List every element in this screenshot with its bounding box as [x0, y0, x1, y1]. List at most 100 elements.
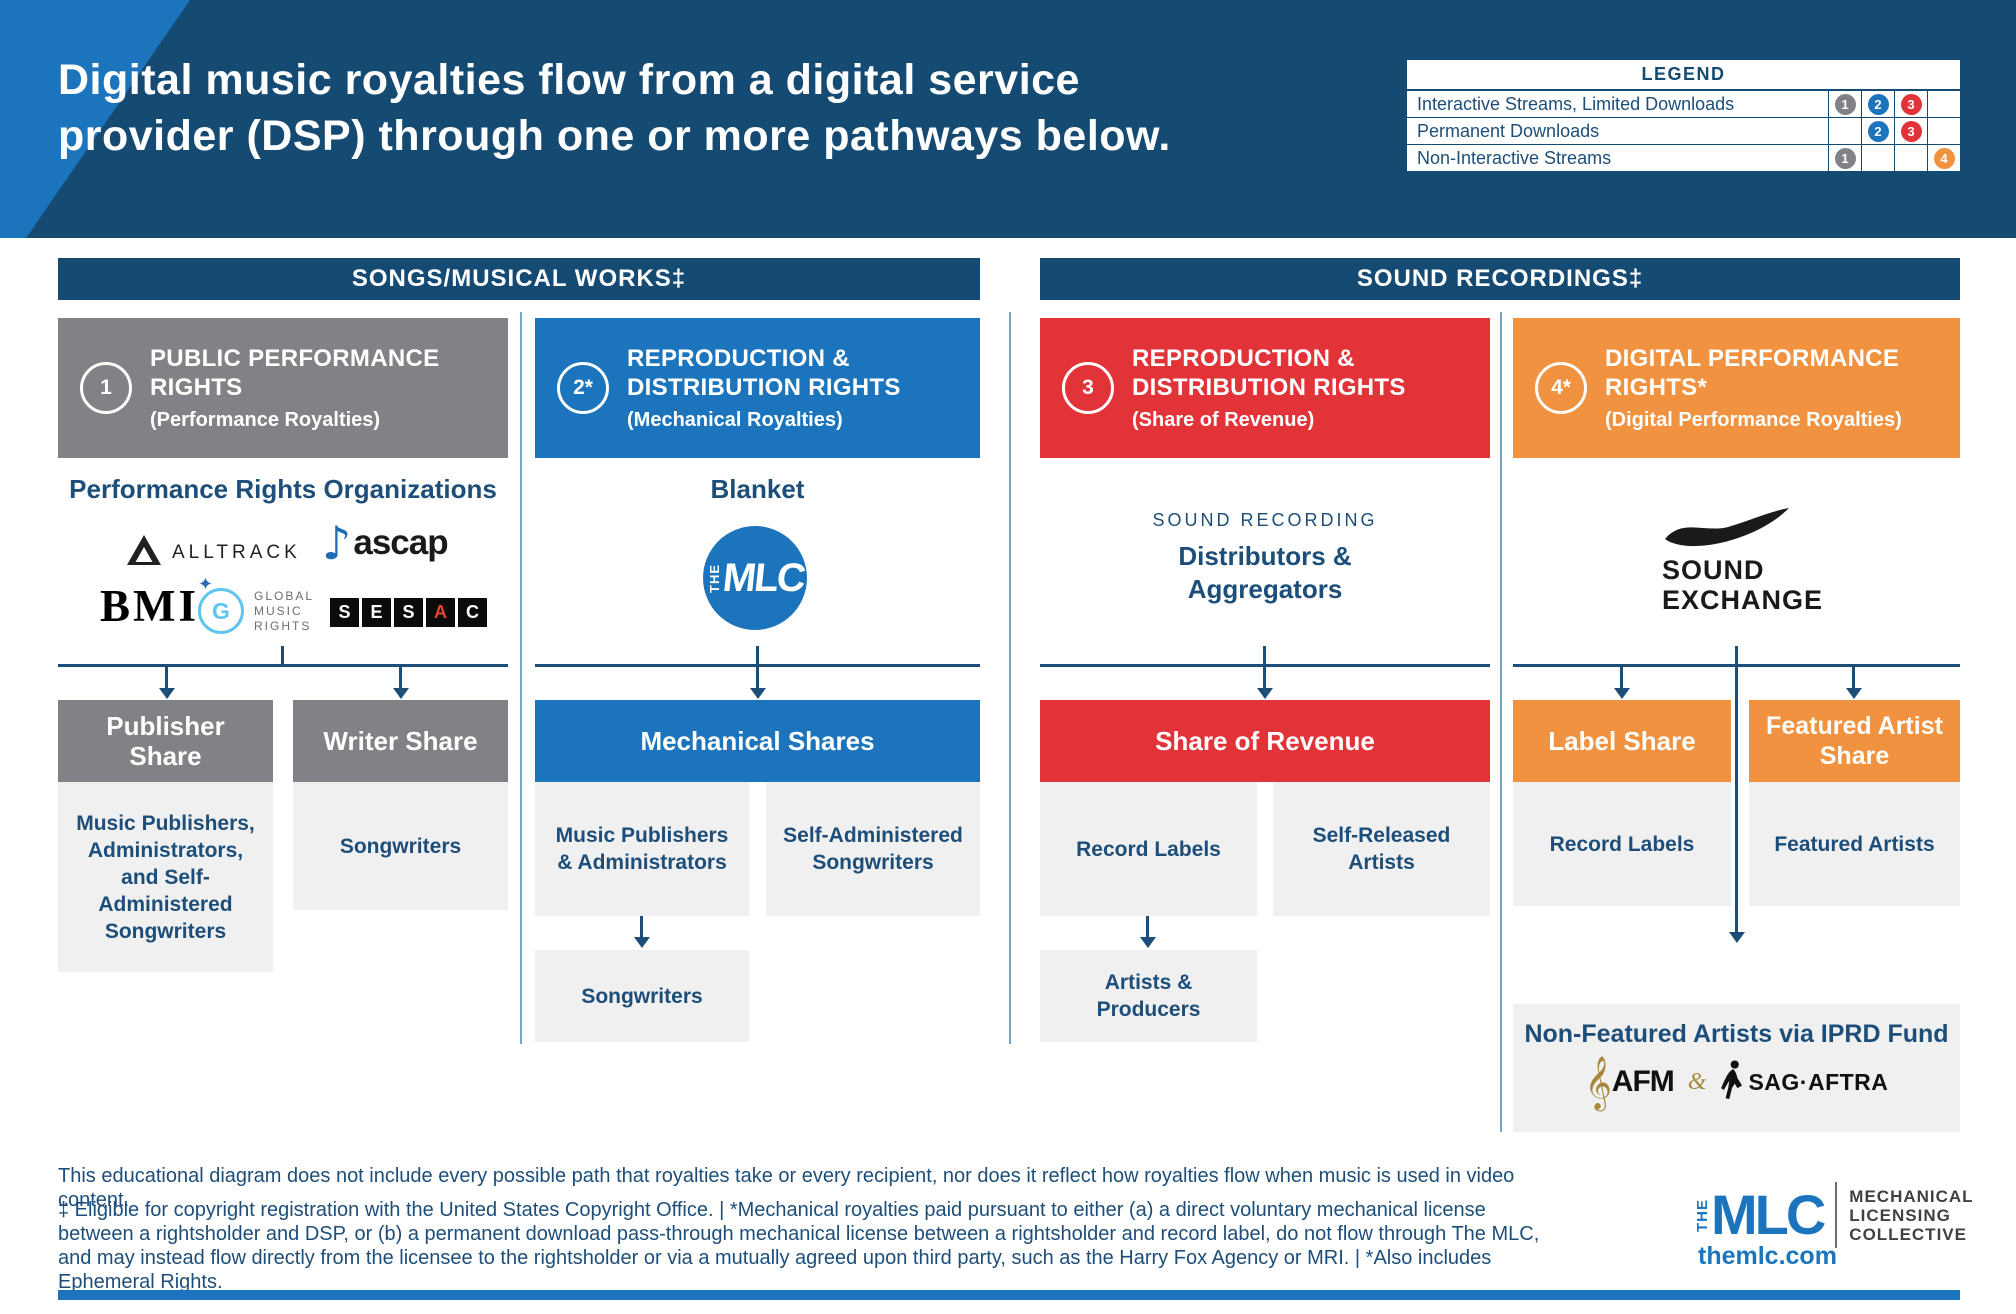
mechanical-shares-header: Mechanical Shares [535, 700, 980, 782]
soundexchange-line2: EXCHANGE [1662, 585, 1824, 615]
sound-recording-label: SOUND RECORDING [1152, 510, 1378, 530]
divider-col3-col4 [1500, 312, 1502, 1132]
footer-logo-descriptor: MECHANICAL LICENSING COLLECTIVE [1849, 1187, 1973, 1244]
legend-row-label: Non-Interactive Streams [1417, 147, 1612, 168]
legend-badge-1: 1 [1834, 93, 1856, 115]
legend-cell: 2 [1861, 118, 1894, 144]
writer-share-recipients: Songwriters [293, 782, 508, 910]
publisher-share-recipients: Music Publishers, Administrators, and Se… [58, 782, 273, 972]
distributors-aggregators-heading: Distributors & Aggregators [1178, 541, 1352, 604]
section-sound-recordings: SOUND RECORDINGS‡ [1040, 258, 1960, 300]
ascap-wordmark: ascap [353, 523, 448, 562]
connector-line-col1 [58, 664, 508, 667]
mlc-the-text: THE [706, 563, 722, 593]
pro-heading: Performance Rights Organizations [69, 474, 497, 504]
footnote-disclaimer: This educational diagram does not includ… [58, 1165, 1515, 1211]
stem-col2 [756, 646, 759, 664]
label-share-recipient: Record Labels [1513, 782, 1731, 906]
footer-descriptor-line2: LICENSING [1849, 1205, 1951, 1225]
featured-artist-share-header: Featured Artist Share [1749, 700, 1960, 782]
soundexchange-swoosh-icon [1662, 508, 1792, 554]
the-mlc-logo: THE MLC [703, 526, 807, 630]
legend-cell [1894, 145, 1927, 171]
legend-cell: 3 [1894, 91, 1927, 117]
pathway-4-text: DIGITAL PERFORMANCE RIGHTS* (Digital Per… [1605, 344, 1960, 432]
footnote-legal: ‡ Eligible for copyright registration wi… [58, 1199, 1540, 1293]
pathway-3-title: REPRODUCTION & DISTRIBUTION RIGHTS [1132, 345, 1406, 401]
pathway-2-subtitle: (Mechanical Royalties) [627, 409, 843, 431]
alltrack-triangle-icon [126, 534, 162, 571]
arrow-to-non-featured-artist-share [1735, 667, 1738, 933]
featured-artist-share-recipient: Featured Artists [1749, 782, 1960, 906]
legend-cell: 2 [1861, 91, 1894, 117]
footer-mlc-wordmark: MLC [1711, 1183, 1826, 1246]
sesac-letter-block: E [362, 598, 391, 627]
non-featured-recipient: Non-Featured Artists via IPRD Fund [1524, 1020, 1949, 1048]
pathway-4-title: DIGITAL PERFORMANCE RIGHTS* [1605, 345, 1900, 401]
sesac-letter-block: S [330, 598, 359, 627]
revenue-recipient-artists-producers: Artists & Producers [1040, 950, 1257, 1042]
pathway-1-title: PUBLIC PERFORMANCE RIGHTS [150, 345, 440, 401]
legend-cell: 1 [1828, 91, 1861, 117]
footer-the-text: THE [1694, 1198, 1711, 1232]
legend-cell [1828, 118, 1861, 144]
legend-badge-4: 4 [1933, 147, 1955, 169]
bmi-logo: BMI ✦ [100, 574, 213, 629]
gmr-line3: RIGHTS [254, 618, 312, 633]
arrow-labels-to-artists-producers [1146, 916, 1149, 938]
alltrack-logo: ALLTRACK [126, 534, 301, 571]
legend-row: Permanent Downloads 2 3 [1407, 117, 1960, 144]
soundexchange-wordmark: SOUND EXCHANGE [1662, 555, 1842, 615]
pathway-1-public-performance-rights: 1 PUBLIC PERFORMANCE RIGHTS (Performance… [58, 318, 508, 458]
connector-line-col4 [1513, 664, 1960, 667]
legend-row: Non-Interactive Streams 1 4 [1407, 144, 1960, 171]
legend-badge-3: 3 [1900, 120, 1922, 142]
music-note-icon: ♪ [322, 516, 352, 570]
legend-badge-3: 3 [1900, 93, 1922, 115]
pathway-3-text: REPRODUCTION & DISTRIBUTION RIGHTS (Shar… [1132, 344, 1490, 432]
sesac-logo: S E S A C [330, 598, 490, 627]
legend-badge-empty [1901, 148, 1922, 169]
legend-cell: 4 [1927, 145, 1960, 171]
pathway-1-number-badge: 1 [80, 362, 132, 414]
mechanical-recipient-songwriters: Songwriters [535, 950, 749, 1042]
legend-badge-empty [1835, 121, 1856, 142]
sag-aftra-logo: SAG·AFTRA [1720, 1059, 1889, 1105]
legend-badge-2: 2 [1867, 120, 1889, 142]
non-featured-artist-share-body: Non-Featured Artists via IPRD Fund 𝄞 AFM… [1513, 1004, 1960, 1132]
section-songs-musical-works: SONGS/MUSICAL WORKS‡ [58, 258, 980, 300]
legend-cell [1927, 118, 1960, 144]
arrow-to-writer-share [399, 667, 402, 689]
pathway-4-number-badge: 4* [1535, 362, 1587, 414]
ascap-logo: ♪ ascap [322, 516, 449, 570]
gmr-line1: GLOBAL [254, 588, 315, 603]
pathway-1-subtitle: (Performance Royalties) [150, 409, 381, 431]
legend-cell [1927, 91, 1960, 117]
divider-sections [1009, 312, 1011, 1044]
connector-line-col2 [535, 664, 980, 667]
stem-col3 [1263, 646, 1266, 664]
pathway-4-subtitle: (Digital Performance Royalties) [1605, 409, 1902, 431]
legend-badge-empty [1868, 148, 1889, 169]
mechanical-recipient-self-administered: Self-Administered Songwriters [766, 782, 980, 916]
pathway-1-text: PUBLIC PERFORMANCE RIGHTS (Performance R… [150, 344, 508, 432]
union-logos-row: 𝄞 AFM & SAG·AFTRA [1513, 1059, 1960, 1105]
sesac-letter-block-red: A [426, 598, 455, 627]
legend-cell: 1 [1828, 145, 1861, 171]
afm-logo: 𝄞 AFM [1585, 1059, 1675, 1105]
revenue-recipient-record-labels: Record Labels [1040, 782, 1257, 916]
sag-aftra-wordmark: SAG·AFTRA [1748, 1068, 1889, 1095]
legend-badge-1: 1 [1834, 147, 1856, 169]
blanket-heading: Blanket [710, 474, 805, 504]
share-of-revenue-header: Share of Revenue [1040, 700, 1490, 782]
pathway-3-reproduction-distribution-rights: 3 REPRODUCTION & DISTRIBUTION RIGHTS (Sh… [1040, 318, 1490, 458]
afm-wordmark: AFM [1611, 1065, 1675, 1098]
bmi-wordmark-wrap: BMI ✦ [100, 574, 213, 629]
pathway-4-digital-performance-rights: 4* DIGITAL PERFORMANCE RIGHTS* (Digital … [1513, 318, 1960, 458]
mlc-wordmark: MLC [720, 555, 806, 600]
pathway-2-number-badge: 2* [557, 362, 609, 414]
divider-col1-col2 [520, 312, 522, 1044]
non-featured-artist-share-header: Non-Featured Artist Share [1568, 961, 1905, 991]
legend-row-label: Permanent Downloads [1417, 120, 1600, 141]
arrow-to-featured-artist-share [1852, 667, 1855, 689]
